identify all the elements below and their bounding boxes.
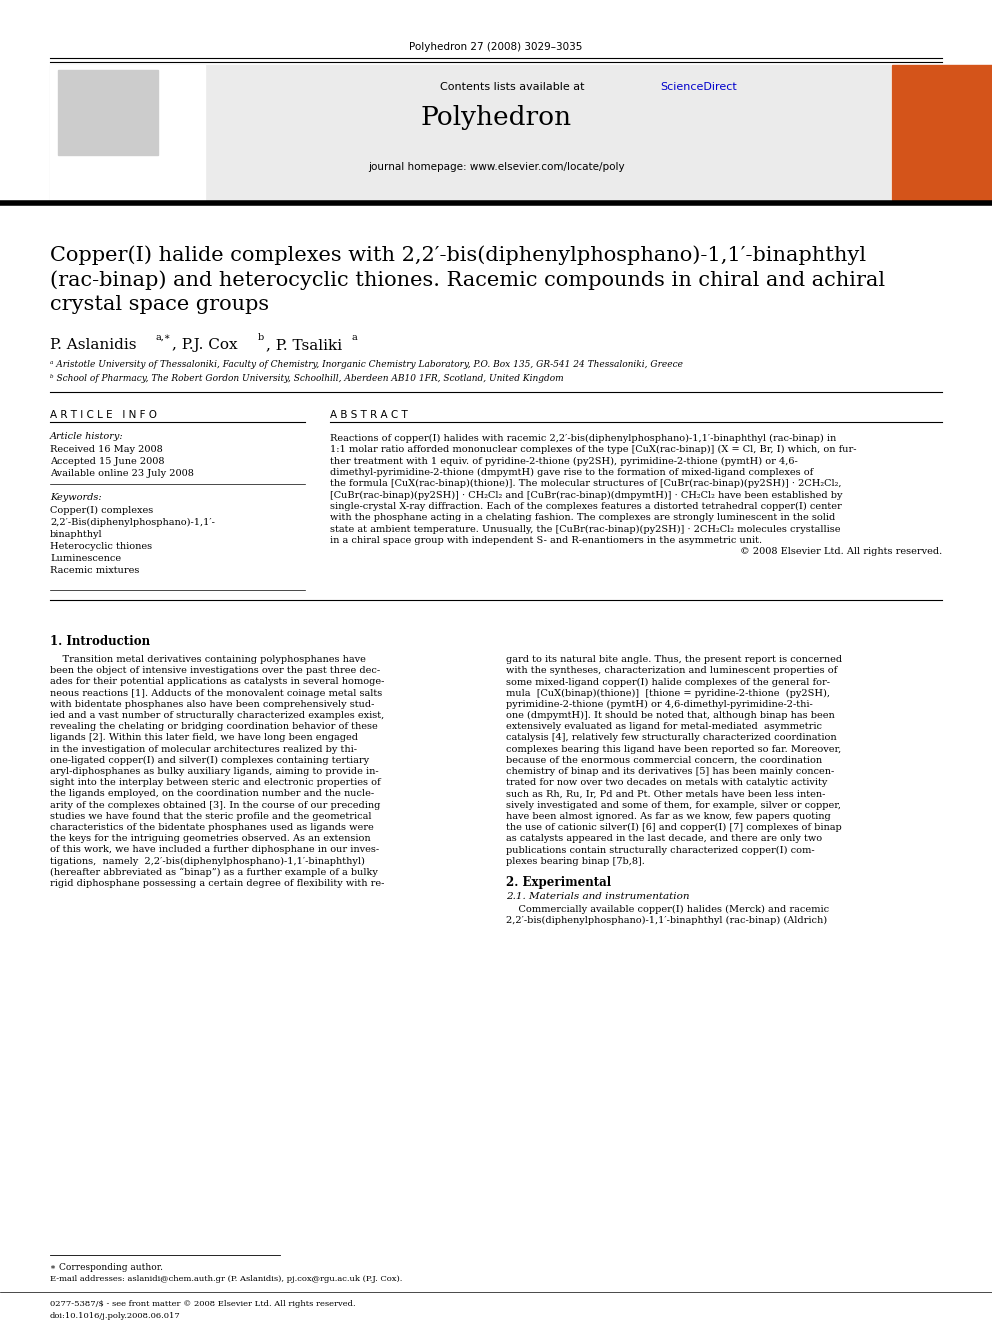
Text: publications contain structurally characterized copper(I) com-: publications contain structurally charac… [506, 845, 814, 855]
Text: 2,2′-bis(diphenylphosphano)-1,1′-binaphthyl (rac-binap) (Aldrich): 2,2′-bis(diphenylphosphano)-1,1′-binapht… [506, 916, 827, 925]
Text: the keys for the intriguing geometries observed. As an extension: the keys for the intriguing geometries o… [50, 835, 371, 843]
Text: sight into the interplay between steric and electronic properties of: sight into the interplay between steric … [50, 778, 381, 787]
Text: , P.J. Cox: , P.J. Cox [172, 337, 238, 352]
Text: chemistry of binap and its derivatives [5] has been mainly concen-: chemistry of binap and its derivatives [… [506, 767, 834, 777]
Text: 2. Experimental: 2. Experimental [506, 876, 611, 889]
Text: arity of the complexes obtained [3]. In the course of our preceding: arity of the complexes obtained [3]. In … [50, 800, 380, 810]
Text: plexes bearing binap [7b,8].: plexes bearing binap [7b,8]. [506, 856, 645, 865]
Text: extensively evaluated as ligand for metal-mediated  asymmetric: extensively evaluated as ligand for meta… [506, 722, 822, 732]
Text: Transition metal derivatives containing polyphosphanes have: Transition metal derivatives containing … [50, 655, 366, 664]
Text: 1. Introduction: 1. Introduction [50, 635, 150, 648]
Text: ther treatment with 1 equiv. of pyridine-2-thione (py2SH), pyrimidine-2-thione (: ther treatment with 1 equiv. of pyridine… [330, 456, 798, 466]
Text: the ligands employed, on the coordination number and the nucle-: the ligands employed, on the coordinatio… [50, 790, 374, 798]
Text: Polyhedron: Polyhedron [421, 105, 571, 130]
Text: A B S T R A C T: A B S T R A C T [330, 410, 408, 419]
Text: Commercially available copper(I) halides (Merck) and racemic: Commercially available copper(I) halides… [506, 905, 829, 914]
Text: as catalysts appeared in the last decade, and there are only two: as catalysts appeared in the last decade… [506, 835, 822, 843]
Text: 0277-5387/$ - see front matter © 2008 Elsevier Ltd. All rights reserved.: 0277-5387/$ - see front matter © 2008 El… [50, 1301, 355, 1308]
Text: (hereafter abbreviated as “binap”) as a further example of a bulky: (hereafter abbreviated as “binap”) as a … [50, 868, 378, 877]
Text: Copper(I) complexes: Copper(I) complexes [50, 505, 153, 515]
Text: trated for now over two decades on metals with catalytic activity: trated for now over two decades on metal… [506, 778, 827, 787]
Text: journal homepage: www.elsevier.com/locate/poly: journal homepage: www.elsevier.com/locat… [368, 161, 624, 172]
Text: ligands [2]. Within this later field, we have long been engaged: ligands [2]. Within this later field, we… [50, 733, 358, 742]
Text: neous reactions [1]. Adducts of the monovalent coinage metal salts: neous reactions [1]. Adducts of the mono… [50, 688, 382, 697]
Text: mula  [CuX(binap)(thione)]  [thione = pyridine-2-thione  (py2SH),: mula [CuX(binap)(thione)] [thione = pyri… [506, 688, 830, 697]
Text: aryl-diphosphanes as bulky auxiliary ligands, aiming to provide in-: aryl-diphosphanes as bulky auxiliary lig… [50, 767, 379, 777]
Text: with the phosphane acting in a chelating fashion. The complexes are strongly lum: with the phosphane acting in a chelating… [330, 513, 835, 523]
Text: in a chiral space group with independent S- and R-enantiomers in the asymmetric : in a chiral space group with independent… [330, 536, 762, 545]
Text: P. Aslanidis: P. Aslanidis [50, 337, 137, 352]
Text: ELSEVIER
logo: ELSEVIER logo [91, 101, 124, 112]
Text: a,∗: a,∗ [155, 333, 171, 343]
Text: b: b [258, 333, 264, 343]
Text: of this work, we have included a further diphosphane in our inves-: of this work, we have included a further… [50, 845, 379, 855]
Text: ELSEVIER: ELSEVIER [68, 169, 134, 183]
Text: Received 16 May 2008: Received 16 May 2008 [50, 445, 163, 454]
Text: Accepted 15 June 2008: Accepted 15 June 2008 [50, 456, 165, 466]
Text: A R T I C L E   I N F O: A R T I C L E I N F O [50, 410, 157, 419]
Text: ᵃ Aristotle University of Thessaloniki, Faculty of Chemistry, Inorganic Chemistr: ᵃ Aristotle University of Thessaloniki, … [50, 360, 683, 369]
Text: Contents lists available at: Contents lists available at [440, 82, 588, 93]
Text: Available online 23 July 2008: Available online 23 July 2008 [50, 468, 193, 478]
Text: studies we have found that the steric profile and the geometrical: studies we have found that the steric pr… [50, 812, 371, 820]
Text: with the syntheses, characterization and luminescent properties of: with the syntheses, characterization and… [506, 667, 837, 675]
Text: in the investigation of molecular architectures realized by thi-: in the investigation of molecular archit… [50, 745, 357, 754]
Text: Article history:: Article history: [50, 433, 124, 441]
Text: a: a [352, 333, 358, 343]
Text: E-mail addresses: aslanidi@chem.auth.gr (P. Aslanidis), pj.cox@rgu.ac.uk (P.J. C: E-mail addresses: aslanidi@chem.auth.gr … [50, 1275, 403, 1283]
Text: one (dmpymtH)]. It should be noted that, although binap has been: one (dmpymtH)]. It should be noted that,… [506, 710, 834, 720]
Text: Luminescence: Luminescence [50, 554, 121, 564]
Text: ∗ Corresponding author.: ∗ Corresponding author. [50, 1263, 163, 1271]
Text: ied and a vast number of structurally characterized examples exist,: ied and a vast number of structurally ch… [50, 710, 384, 720]
Text: gard to its natural bite angle. Thus, the present report is concerned: gard to its natural bite angle. Thus, th… [506, 655, 842, 664]
Text: Copper(I) halide complexes with 2,2′-bis(diphenylphosphano)-1,1′-binaphthyl
(rac: Copper(I) halide complexes with 2,2′-bis… [50, 245, 885, 314]
Text: with bidentate phosphanes also have been comprehensively stud-: with bidentate phosphanes also have been… [50, 700, 374, 709]
Text: , P. Tsaliki: , P. Tsaliki [266, 337, 342, 352]
Text: 2,2′-Bis(diphenylphosphano)-1,1′-: 2,2′-Bis(diphenylphosphano)-1,1′- [50, 519, 215, 527]
Text: the use of cationic silver(I) [6] and copper(I) [7] complexes of binap: the use of cationic silver(I) [6] and co… [506, 823, 842, 832]
Text: single-crystal X-ray diffraction. Each of the complexes features a distorted tet: single-crystal X-ray diffraction. Each o… [330, 501, 842, 511]
Text: the formula [CuX(rac-binap)(thione)]. The molecular structures of [CuBr(rac-bina: the formula [CuX(rac-binap)(thione)]. Th… [330, 479, 841, 488]
Text: ScienceDirect: ScienceDirect [660, 82, 737, 93]
Text: some mixed-ligand copper(I) halide complexes of the general for-: some mixed-ligand copper(I) halide compl… [506, 677, 830, 687]
Text: been the object of intensive investigations over the past three dec-: been the object of intensive investigati… [50, 667, 380, 675]
Text: 2.1. Materials and instrumentation: 2.1. Materials and instrumentation [506, 892, 689, 901]
Text: sively investigated and some of them, for example, silver or copper,: sively investigated and some of them, fo… [506, 800, 841, 810]
Text: complexes bearing this ligand have been reported so far. Moreover,: complexes bearing this ligand have been … [506, 745, 841, 754]
Text: ades for their potential applications as catalysts in several homoge-: ades for their potential applications as… [50, 677, 384, 687]
Text: have been almost ignored. As far as we know, few papers quoting: have been almost ignored. As far as we k… [506, 812, 830, 820]
Text: 1:1 molar ratio afforded mononuclear complexes of the type [CuX(rac-binap)] (X =: 1:1 molar ratio afforded mononuclear com… [330, 446, 856, 454]
Text: catalysis [4], relatively few structurally characterized coordination: catalysis [4], relatively few structural… [506, 733, 836, 742]
Text: Polyhedron 27 (2008) 3029–3035: Polyhedron 27 (2008) 3029–3035 [410, 42, 582, 52]
Text: POLY-
HEDRON: POLY- HEDRON [926, 90, 958, 103]
Text: such as Rh, Ru, Ir, Pd and Pt. Other metals have been less inten-: such as Rh, Ru, Ir, Pd and Pt. Other met… [506, 790, 825, 798]
Text: doi:10.1016/j.poly.2008.06.017: doi:10.1016/j.poly.2008.06.017 [50, 1312, 181, 1320]
Text: revealing the chelating or bridging coordination behavior of these: revealing the chelating or bridging coor… [50, 722, 378, 732]
Text: tigations,  namely  2,2′-bis(diphenylphosphano)-1,1′-binaphthyl): tigations, namely 2,2′-bis(diphenylphosp… [50, 856, 365, 865]
Text: Keywords:: Keywords: [50, 493, 101, 501]
Text: ᵇ School of Pharmacy, The Robert Gordon University, Schoolhill, Aberdeen AB10 1F: ᵇ School of Pharmacy, The Robert Gordon … [50, 374, 563, 382]
Text: Racemic mixtures: Racemic mixtures [50, 566, 139, 576]
Text: © 2008 Elsevier Ltd. All rights reserved.: © 2008 Elsevier Ltd. All rights reserved… [740, 546, 942, 556]
Text: pyrimidine-2-thione (pymtH) or 4,6-dimethyl-pyrimidine-2-thi-: pyrimidine-2-thione (pymtH) or 4,6-dimet… [506, 700, 812, 709]
Text: one-ligated copper(I) and silver(I) complexes containing tertiary: one-ligated copper(I) and silver(I) comp… [50, 755, 369, 765]
Text: [CuBr(rac-binap)(py2SH)] · CH₂Cl₂ and [CuBr(rac-binap)(dmpymtH)] · CH₂Cl₂ have b: [CuBr(rac-binap)(py2SH)] · CH₂Cl₂ and [C… [330, 491, 842, 500]
Text: dimethyl-pyrimidine-2-thione (dmpymtH) gave rise to the formation of mixed-ligan: dimethyl-pyrimidine-2-thione (dmpymtH) g… [330, 468, 813, 478]
Text: Reactions of copper(I) halides with racemic 2,2′-bis(diphenylphosphano)-1,1′-bin: Reactions of copper(I) halides with race… [330, 434, 836, 443]
Text: Heterocyclic thiones: Heterocyclic thiones [50, 542, 152, 550]
Text: binaphthyl: binaphthyl [50, 531, 102, 538]
Text: characteristics of the bidentate phosphanes used as ligands were: characteristics of the bidentate phospha… [50, 823, 374, 832]
Text: state at ambient temperature. Unusually, the [CuBr(rac-binap)(py2SH)] · 2CH₂Cl₂ : state at ambient temperature. Unusually,… [330, 524, 840, 533]
Text: rigid diphosphane possessing a certain degree of flexibility with re-: rigid diphosphane possessing a certain d… [50, 878, 384, 888]
Text: because of the enormous commercial concern, the coordination: because of the enormous commercial conce… [506, 755, 822, 765]
